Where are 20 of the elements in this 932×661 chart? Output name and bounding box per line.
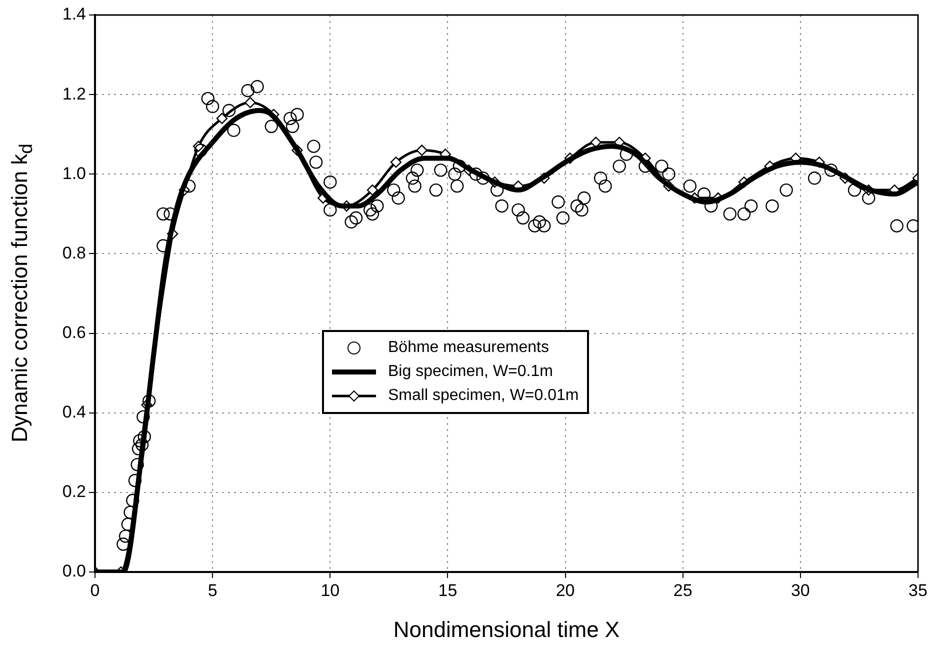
x-tick-label: 0 — [90, 580, 100, 600]
y-tick-label: 0.6 — [62, 322, 86, 342]
y-tick-label: 1.0 — [62, 164, 86, 183]
y-tick-label: 0.0 — [62, 562, 86, 581]
x-tick-label: 15 — [438, 580, 458, 600]
y-tick-label: 0.2 — [62, 482, 86, 502]
x-tick-label: 10 — [320, 580, 340, 600]
legend-label: Small specimen, W=0.01m — [388, 387, 579, 405]
x-axis-title: Nondimensional time X — [392, 617, 621, 643]
y-tick-label: 1.2 — [62, 84, 86, 104]
x-tick-label: 35 — [908, 580, 928, 600]
x-tick-label: 25 — [673, 580, 692, 600]
x-tick-label: 30 — [790, 580, 810, 600]
y-tick-label: 0.4 — [62, 402, 86, 422]
y-tick-label: 0.8 — [62, 243, 86, 262]
legend-label: Böhme measurements — [388, 339, 549, 357]
x-tick-label: 5 — [208, 580, 218, 600]
x-tick-label: 20 — [556, 580, 575, 600]
legend-label: Big specimen, W=0.1m — [388, 363, 553, 381]
y-tick-label: 1.4 — [62, 4, 86, 24]
